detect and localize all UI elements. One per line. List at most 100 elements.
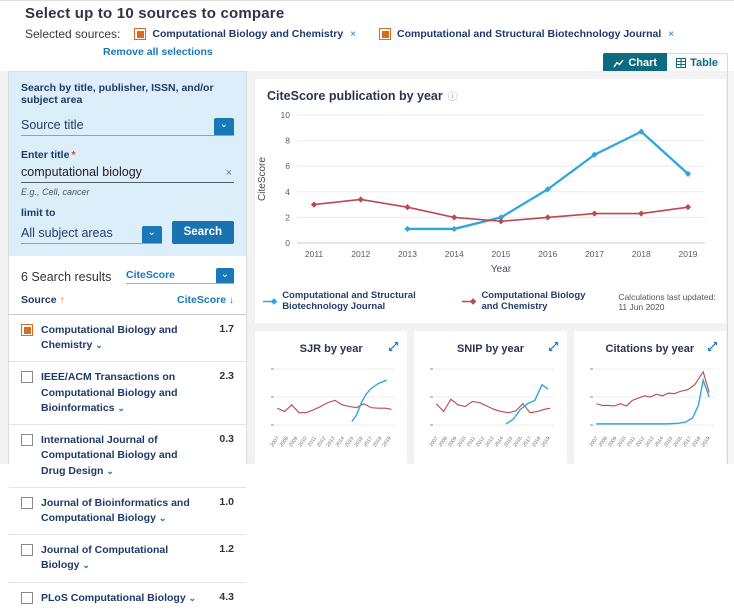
svg-text:6: 6 <box>285 161 290 171</box>
result-row[interactable]: IEEE/ACM Transactions on Computational B… <box>9 361 246 424</box>
mini-chart-title: SNIP by year <box>456 343 525 355</box>
chevron-down-icon[interactable]: ⌄ <box>216 268 234 283</box>
svg-text:2007: 2007 <box>269 436 280 449</box>
search-panel: Search by title, publisher, ISSN, and/or… <box>9 72 246 256</box>
sort-by-select[interactable]: CiteScore ⌄ <box>126 268 234 284</box>
chevron-down-icon[interactable]: ⌄ <box>95 340 103 351</box>
expand-icon[interactable] <box>388 339 399 357</box>
remove-all-selections-link[interactable]: Remove all selections <box>103 46 213 58</box>
source-title-label[interactable]: Journal of Computational Biology ⌄ <box>41 544 169 572</box>
svg-text:2015: 2015 <box>663 436 674 449</box>
mini-charts-row: SJR by year 2007 2008 2009 2010 2011 2012 2013 2… <box>255 331 726 464</box>
clear-input-icon[interactable]: × <box>225 166 232 179</box>
svg-text:2018: 2018 <box>691 436 702 449</box>
svg-text:2012: 2012 <box>475 436 486 449</box>
expand-icon[interactable] <box>707 339 718 357</box>
citescore-value: 4.3 <box>219 590 234 603</box>
source-title-label[interactable]: International Journal of Computational B… <box>41 434 178 477</box>
scrollbar-track[interactable] <box>727 71 734 464</box>
svg-text:2018: 2018 <box>372 436 383 449</box>
svg-text:2018: 2018 <box>632 249 651 259</box>
result-row[interactable]: Journal of Bioinformatics and Computatio… <box>9 486 246 534</box>
title-input-wrap: × <box>21 163 234 183</box>
result-row[interactable]: International Journal of Computational B… <box>9 424 246 487</box>
remove-chip-icon[interactable]: × <box>668 28 675 40</box>
svg-text:2010: 2010 <box>297 436 308 449</box>
remove-chip-icon[interactable]: × <box>350 28 356 40</box>
svg-text:2010: 2010 <box>457 436 468 449</box>
source-column-header[interactable]: Source ↑ <box>21 294 65 306</box>
result-row[interactable]: PLoS Computational Biology ⌄ 4.3 <box>9 581 246 614</box>
svg-text:2019: 2019 <box>541 436 552 449</box>
svg-text:2012: 2012 <box>351 249 370 259</box>
svg-text:2011: 2011 <box>626 436 637 448</box>
svg-text:2013: 2013 <box>644 436 655 449</box>
unchecked-checkbox-icon[interactable] <box>21 591 33 604</box>
source-type-select[interactable]: Source title ⌄ <box>21 118 234 136</box>
result-row[interactable]: Journal of Computational Biology ⌄ 1.2 <box>9 534 246 581</box>
citescore-chart-card: CiteScore publication by year ⓘ 0 2 4 6 8 10 2… <box>255 79 726 323</box>
sort-descending-icon: ↓ <box>229 295 234 306</box>
chevron-down-icon[interactable]: ⌄ <box>141 226 162 243</box>
svg-text:2019: 2019 <box>700 436 711 449</box>
chart-legend: Computational and Structural Biotechnolo… <box>255 290 726 312</box>
svg-text:2016: 2016 <box>672 436 683 449</box>
citescore-value: 1.2 <box>219 543 234 556</box>
chevron-down-icon[interactable]: ⌄ <box>106 465 114 476</box>
svg-text:2018: 2018 <box>531 436 542 449</box>
title-input-hint: E.g., Cell, cancer <box>21 187 90 197</box>
chip-label: Computational Biology and Chemistry <box>152 28 344 40</box>
chevron-down-icon[interactable]: ⌄ <box>158 512 167 523</box>
source-title-label[interactable]: IEEE/ACM Transactions on Computational B… <box>41 371 178 414</box>
unchecked-checkbox-icon[interactable] <box>21 371 33 384</box>
chevron-down-icon[interactable]: ⌄ <box>188 592 197 603</box>
chevron-down-icon[interactable]: ⌄ <box>82 560 90 571</box>
result-row[interactable]: Computational Biology and Chemistry ⌄ 1.7 <box>9 315 246 361</box>
search-sidebar: Search by title, publisher, ISSN, and/or… <box>8 71 247 604</box>
search-panel-heading: Search by title, publisher, ISSN, and/or… <box>21 82 214 106</box>
search-button[interactable]: Search <box>171 221 234 244</box>
source-title-label[interactable]: Computational Biology and Chemistry ⌄ <box>41 324 178 352</box>
svg-text:2011: 2011 <box>466 436 477 448</box>
checked-checkbox-icon[interactable] <box>134 28 147 40</box>
svg-text:2015: 2015 <box>503 436 514 449</box>
chevron-down-icon[interactable]: ⌄ <box>117 402 125 413</box>
unchecked-checkbox-icon[interactable] <box>21 544 33 557</box>
subject-area-select[interactable]: All subject areas ⌄ <box>21 226 162 244</box>
legend-item[interactable]: Computational Biology and Chemistry <box>462 290 592 312</box>
sjr-by-year-sparkline: 2007200820092010201120122013201420152016… <box>269 368 396 449</box>
svg-text:2009: 2009 <box>607 436 618 449</box>
chart-view-label: Chart <box>628 57 658 69</box>
title-field-label: Enter title * <box>21 149 76 161</box>
chevron-down-icon[interactable]: ⌄ <box>214 118 234 135</box>
snip-by-year-card: SNIP by year 2007 2008 2009 2010 2011 2012 2013… <box>414 331 567 464</box>
limit-row: All subject areas ⌄ Search <box>21 221 234 244</box>
svg-text:8: 8 <box>285 136 290 146</box>
subject-area-value: All subject areas <box>21 226 113 240</box>
svg-text:2009: 2009 <box>447 436 458 449</box>
citescore-column-header[interactable]: CiteScore ↓ <box>177 294 234 306</box>
svg-text:2011: 2011 <box>305 249 324 259</box>
svg-text:10: 10 <box>281 110 291 120</box>
title-search-input[interactable] <box>21 163 224 182</box>
legend-label: Computational and Structural Biotechnolo… <box>282 290 416 312</box>
checked-checkbox-icon[interactable] <box>379 28 391 40</box>
svg-text:2010: 2010 <box>616 436 627 449</box>
sort-by-value: CiteScore <box>126 269 176 281</box>
source-title-label[interactable]: PLoS Computational Biology ⌄ <box>41 591 197 604</box>
unchecked-checkbox-icon[interactable] <box>21 434 33 447</box>
info-icon[interactable]: ⓘ <box>447 92 458 103</box>
checked-checkbox-icon[interactable] <box>21 324 33 336</box>
expand-icon[interactable] <box>548 339 559 357</box>
svg-text:2012: 2012 <box>316 436 327 449</box>
unchecked-checkbox-icon[interactable] <box>21 496 33 509</box>
legend-item[interactable]: Computational and Structural Biotechnolo… <box>263 290 436 312</box>
svg-text:2012: 2012 <box>635 436 646 449</box>
source-title-label[interactable]: Journal of Bioinformatics and Computatio… <box>41 496 190 524</box>
citescore-value: 0.3 <box>219 433 234 446</box>
svg-text:2014: 2014 <box>445 249 464 259</box>
selected-source-chips: Computational Biology and Chemistry × Comp… <box>134 28 675 40</box>
selected-source-chip[interactable]: Computational Biology and Chemistry × <box>134 28 357 40</box>
svg-text:Year: Year <box>491 264 512 275</box>
selected-source-chip[interactable]: Computational and Structural Biotechnolo… <box>379 28 675 40</box>
